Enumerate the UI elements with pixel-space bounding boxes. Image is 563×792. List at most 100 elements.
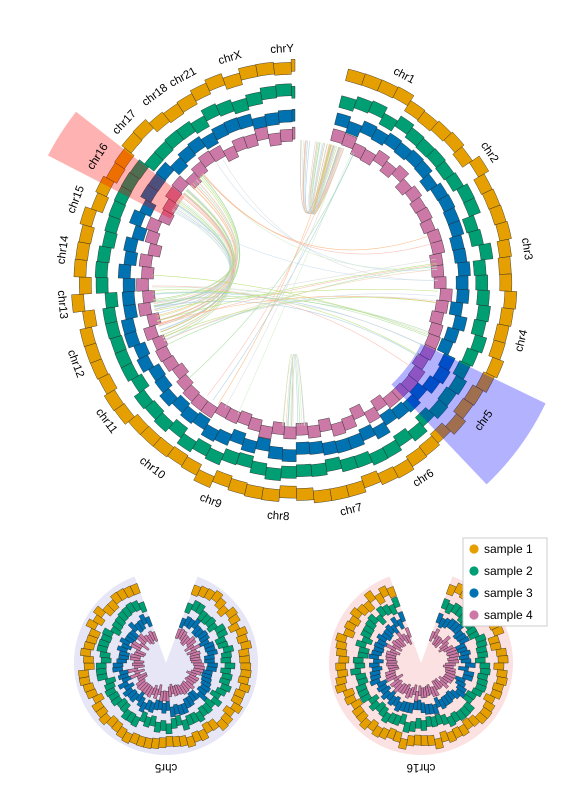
- zoom-bar-sample-2: [362, 624, 375, 635]
- track-bar-sample-1: [73, 258, 88, 278]
- zoom-bar-sample-1: [220, 712, 234, 726]
- zoom-bar-sample-2: [479, 662, 491, 670]
- track-bar-sample-1: [499, 273, 513, 292]
- track-bar-sample-1: [405, 446, 428, 468]
- zoom-bar-sample-1: [240, 662, 252, 671]
- track-bar-sample-1: [290, 59, 296, 72]
- track-bar-sample-1: [482, 188, 501, 210]
- zoom-bar-sample-1: [378, 727, 390, 740]
- zoom-bar-sample-1: [158, 737, 167, 749]
- track-bar-sample-2: [104, 292, 119, 309]
- track-bar-sample-1: [75, 241, 91, 261]
- link: [158, 179, 238, 325]
- zoom-bar-sample-3: [178, 617, 187, 629]
- track-bar-sample-2: [415, 137, 436, 158]
- legend-label-sample-4: sample 4: [484, 608, 533, 622]
- zoom-bar-sample-2: [476, 678, 489, 687]
- zoom-bar-sample-4: [136, 672, 148, 680]
- zoom-bar-sample-4: [438, 675, 449, 685]
- link: [157, 295, 437, 324]
- track-bar-sample-3: [200, 132, 219, 150]
- track-bar-sample-2: [392, 427, 413, 447]
- link: [202, 173, 433, 255]
- links: [151, 140, 439, 427]
- zoom-bar-sample-1: [363, 600, 376, 613]
- track-bar-sample-1: [98, 373, 118, 395]
- track-bar-sample-1: [114, 403, 135, 425]
- track-bar-sample-3: [419, 173, 438, 192]
- zoom-bar-sample-3: [385, 690, 397, 701]
- zoom-bar-sample-2: [214, 635, 227, 645]
- track-bar-sample-3: [267, 445, 284, 460]
- track-bar-sample-3: [211, 123, 230, 141]
- link: [164, 269, 438, 342]
- track-bar-sample-3: [436, 338, 454, 356]
- zoom-bar-sample-3: [420, 702, 426, 713]
- zoom-bar-sample-3: [433, 696, 442, 708]
- track-bar-sample-3: [214, 428, 233, 446]
- zoom-bar-sample-1: [88, 628, 101, 639]
- zoom-bar-sample-4: [167, 686, 173, 698]
- zoom-bar-sample-1: [107, 599, 120, 612]
- zoom-bar-sample-2: [361, 636, 374, 646]
- zoom-bar-sample-1: [495, 647, 507, 657]
- zoom-bar-sample-1: [343, 627, 356, 639]
- zoom-bar-sample-2: [392, 714, 402, 727]
- track-bar-sample-4: [136, 278, 149, 292]
- zoom-bar-sample-3: [380, 685, 392, 695]
- zoom-bar-sample-4: [133, 659, 145, 664]
- link: [291, 354, 305, 427]
- zoom-bar-sample-4: [405, 634, 413, 645]
- zoom-bar-sample-3: [398, 700, 407, 712]
- zoom-bar-sample-4: [139, 681, 149, 692]
- zoom-bar-sample-2: [125, 711, 137, 724]
- track-bar-sample-4: [279, 129, 293, 143]
- zoom-bar-sample-3: [437, 617, 447, 629]
- zoom-bar-sample-2: [354, 662, 366, 669]
- track-bar-sample-1: [279, 485, 297, 499]
- track-bar-sample-2: [105, 321, 121, 340]
- link: [154, 289, 438, 312]
- zoom-bar-sample-4: [189, 656, 201, 662]
- link: [151, 285, 411, 368]
- zoom-bar-sample-4: [136, 635, 147, 646]
- track-bar-sample-3: [133, 341, 151, 360]
- track-bar-sample-3: [449, 234, 465, 251]
- track-bar-sample-2: [108, 200, 126, 220]
- track-bar-sample-1: [498, 307, 514, 327]
- zoom-bar-sample-4: [174, 628, 182, 640]
- zoom-circos-chr16: chr16: [329, 576, 513, 773]
- zoom-bar-sample-1: [445, 583, 457, 597]
- zoom-bar-sample-1: [350, 698, 364, 710]
- zoom-bar-sample-4: [184, 676, 195, 686]
- zoom-bar-sample-4: [438, 644, 449, 653]
- zoom-bar-sample-4: [412, 684, 418, 696]
- zoom-bar-sample-1: [95, 706, 109, 719]
- track-bar-sample-3: [131, 224, 148, 242]
- link: [289, 354, 303, 426]
- track-bar-sample-1: [79, 276, 92, 295]
- track-bar-sample-4: [427, 321, 444, 338]
- track-bar-sample-4: [144, 229, 161, 246]
- zoom-bar-sample-4: [446, 650, 458, 657]
- zoom-label: chr16: [407, 761, 436, 773]
- zoom-bar-sample-4: [408, 686, 415, 698]
- track-bar-sample-2: [435, 160, 455, 181]
- zoom-bar-sample-1: [129, 583, 141, 596]
- track-bar-sample-2: [231, 97, 250, 115]
- zoom-bar-sample-3: [182, 697, 192, 709]
- track-bar-sample-2: [245, 91, 263, 108]
- link: [165, 265, 438, 346]
- legend-box: [462, 537, 548, 627]
- chromosome-label-chr10: chr10: [137, 455, 167, 482]
- zoom-bar-sample-3: [454, 675, 466, 684]
- zoom-bar-sample-3: [376, 679, 388, 688]
- track-bar-sample-2: [296, 463, 313, 477]
- zoom-bar-sample-1: [386, 727, 397, 740]
- track-bar-sample-2: [338, 95, 357, 112]
- track-bar-sample-1: [312, 488, 333, 504]
- track-bar-sample-1: [329, 485, 350, 501]
- track-bar-sample-4: [429, 310, 445, 326]
- link: [206, 147, 341, 397]
